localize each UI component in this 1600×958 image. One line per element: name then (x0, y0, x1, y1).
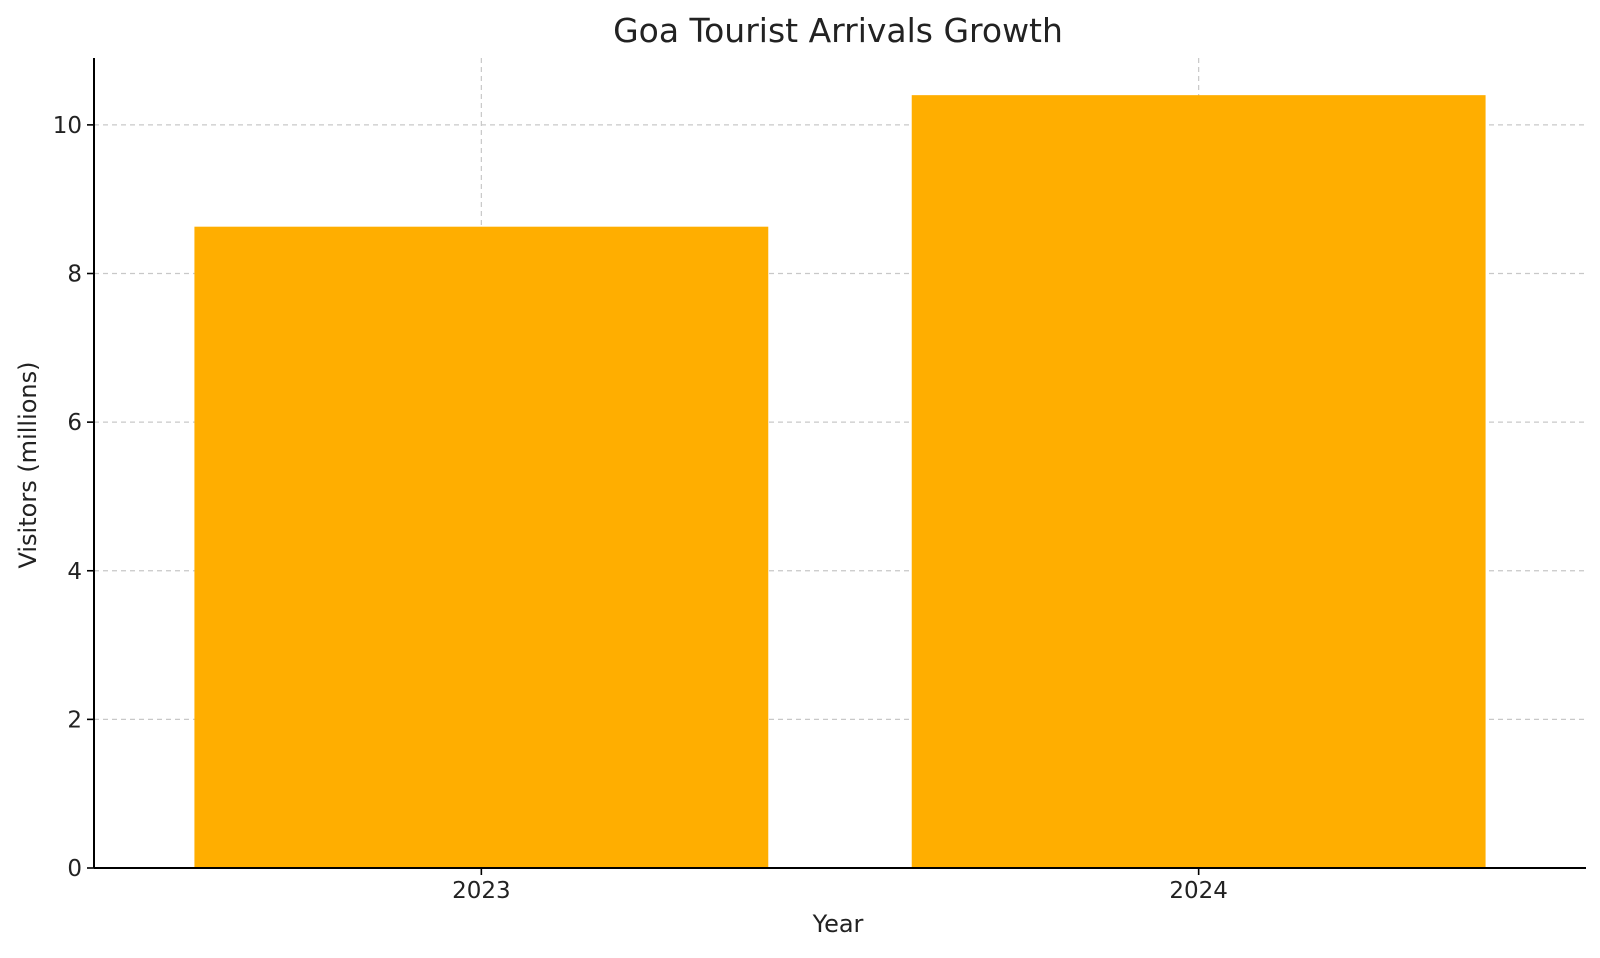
bar-layer (194, 95, 1486, 869)
y-tick-label: 10 (53, 113, 82, 139)
x-tick-label: 2023 (452, 878, 511, 904)
y-tick-label: 2 (67, 707, 82, 733)
x-tick-label: 2024 (1169, 878, 1228, 904)
bar-2023 (194, 226, 769, 868)
y-axis-label: Visitors (millions) (14, 362, 42, 569)
chart-title: Goa Tourist Arrivals Growth (613, 11, 1063, 50)
tick-layer: 0 2 4 6 8 10 2023 2024 (53, 113, 1228, 904)
x-axis-label: Year (812, 910, 864, 938)
axis-layer (93, 58, 1586, 869)
y-tick-label: 0 (67, 856, 82, 882)
y-tick-label: 6 (67, 410, 82, 436)
y-tick-label: 4 (67, 559, 82, 585)
y-tick-label: 8 (67, 262, 82, 288)
bar-2024 (911, 95, 1486, 869)
